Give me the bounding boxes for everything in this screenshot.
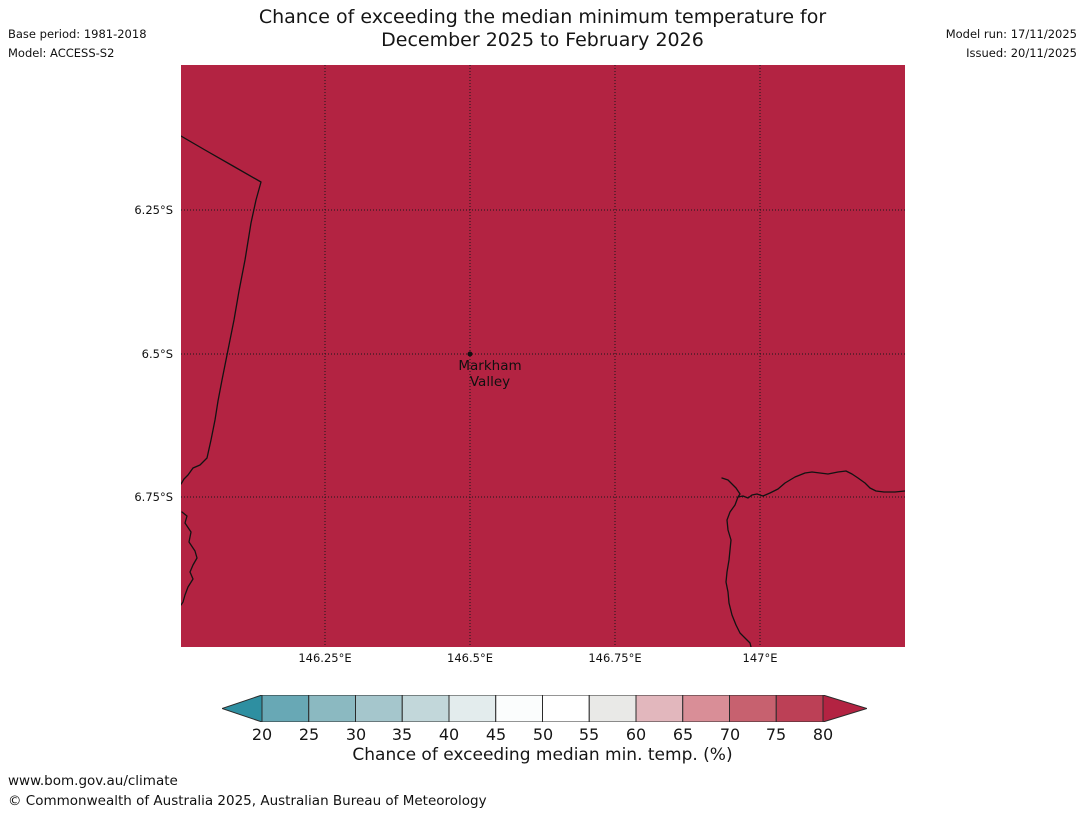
- coastline-southwest: [180, 511, 198, 606]
- colorbar-tick-label: 55: [578, 725, 600, 744]
- lat-label: 6.5°S: [141, 347, 173, 361]
- colorbar: [220, 694, 869, 723]
- lon-label: 146.75°E: [588, 651, 642, 665]
- lon-label: 146.25°E: [298, 651, 352, 665]
- model-label: Model: ACCESS-S2: [8, 45, 115, 60]
- lon-label: 147°E: [742, 651, 778, 665]
- colorbar-segment: [682, 694, 730, 723]
- footer-copyright: © Commonwealth of Australia 2025, Austra…: [8, 792, 487, 809]
- marker-label-line1: Markham: [458, 358, 522, 374]
- model-run-label: Model run: 17/11/2025: [945, 27, 1077, 41]
- location-marker-dot: [467, 351, 473, 357]
- colorbar-tick-label: 30: [345, 725, 367, 744]
- colorbar-arrow-left: [220, 694, 263, 723]
- colorbar-svg: [220, 694, 869, 723]
- colorbar-segment: [542, 694, 590, 723]
- colorbar-segment: [775, 694, 824, 723]
- marker-label-line2: Valley: [469, 374, 511, 390]
- colorbar-segment: [355, 694, 403, 723]
- header-right: Model run: 17/11/2025 Issued: 20/11/2025: [946, 25, 1077, 62]
- colorbar-tick-label: 60: [625, 725, 647, 744]
- lon-label: 146.5°E: [447, 651, 493, 665]
- map-fill: [181, 65, 905, 647]
- colorbar-tick-label: 20: [251, 725, 273, 744]
- colorbar-tick-label: 50: [532, 725, 554, 744]
- colorbar-tick-label: 25: [298, 725, 320, 744]
- issued-label: Issued: 20/11/2025: [966, 45, 1077, 60]
- boundary-south: [725, 496, 752, 648]
- colorbar-tick-label: 70: [719, 725, 741, 744]
- colorbar-segment: [635, 694, 684, 723]
- colorbar-tick-label: 45: [485, 725, 507, 744]
- colorbar-tick-label: 65: [672, 725, 694, 744]
- colorbar-segment: [729, 694, 777, 723]
- colorbar-segment: [448, 694, 497, 723]
- marker-label: Markham Valley: [420, 358, 560, 390]
- page-title: Chance of exceeding the median minimum t…: [0, 6, 1085, 52]
- coastline-southeast: [721, 470, 906, 499]
- footer: www.bom.gov.au/climate © Commonwealth of…: [8, 772, 487, 811]
- lat-label: 6.25°S: [134, 203, 173, 217]
- colorbar-segment: [261, 694, 310, 723]
- page-title-line2: December 2025 to February 2026: [381, 29, 704, 51]
- map-canvas: [180, 65, 906, 648]
- base-period-label: Base period: 1981-2018: [8, 27, 147, 41]
- colorbar-title: Chance of exceeding median min. temp. (%…: [352, 745, 733, 765]
- colorbar-segment: [308, 694, 356, 723]
- colorbar-tick-label: 80: [812, 725, 834, 744]
- colorbar-segment: [495, 694, 543, 723]
- coastline-northwest: [180, 135, 262, 485]
- lat-label: 6.75°S: [134, 490, 173, 504]
- colorbar-tick-label: 40: [438, 725, 460, 744]
- colorbar-arrow-right: [822, 694, 869, 723]
- page-title-line1: Chance of exceeding the median minimum t…: [258, 6, 827, 28]
- coastline: [180, 135, 906, 648]
- colorbar-segment: [588, 694, 637, 723]
- map-svg: [180, 65, 906, 648]
- colorbar-tick-label: 35: [391, 725, 413, 744]
- colorbar-segment: [401, 694, 450, 723]
- header-left: Base period: 1981-2018 Model: ACCESS-S2: [8, 25, 147, 62]
- colorbar-tick-label: 75: [765, 725, 787, 744]
- footer-url: www.bom.gov.au/climate: [8, 773, 178, 789]
